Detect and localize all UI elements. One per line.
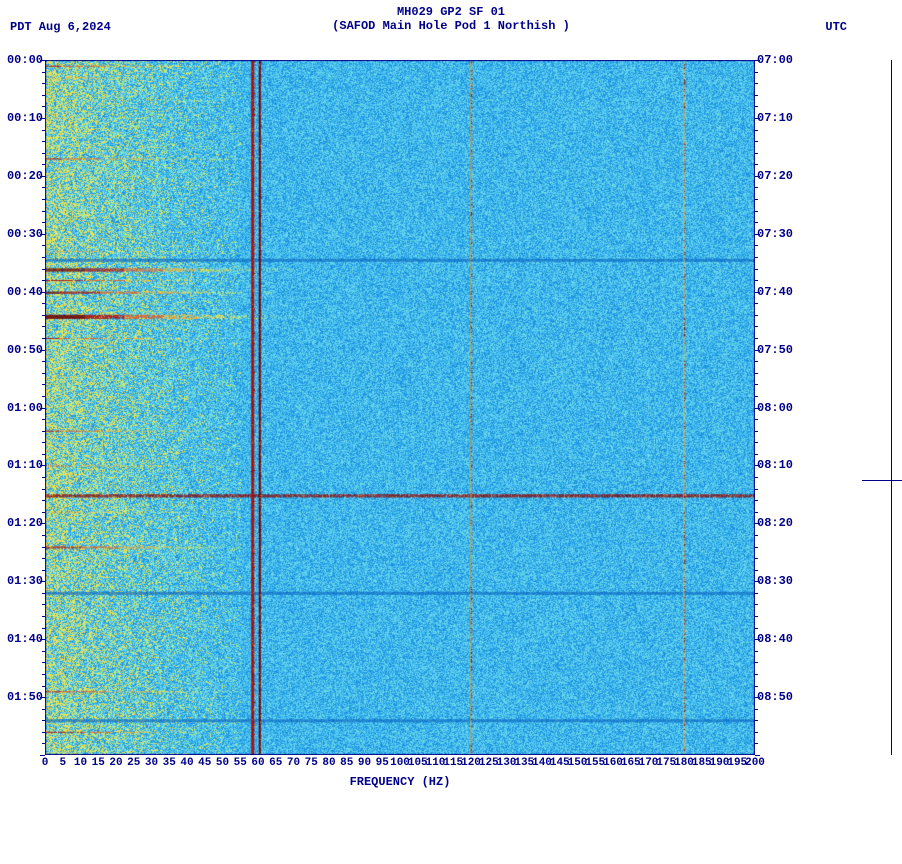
y-tick-right: 08:10 [757, 458, 793, 472]
x-tick: 40 [180, 757, 193, 769]
x-tick: 25 [127, 757, 140, 769]
x-tick: 200 [745, 757, 765, 769]
x-tick: 55 [234, 757, 247, 769]
x-tick: 5 [59, 757, 66, 769]
y-tick-left: 01:10 [7, 458, 43, 472]
x-tick: 95 [376, 757, 389, 769]
y-tick-right: 08:50 [757, 690, 793, 704]
spectrogram-plot [45, 60, 755, 755]
y-tick-left: 01:00 [7, 401, 43, 415]
y-tick-right: 08:00 [757, 401, 793, 415]
x-tick: 20 [109, 757, 122, 769]
y-axis-right: 07:0007:1007:2007:3007:4007:5008:0008:10… [755, 60, 815, 755]
x-tick: 85 [340, 757, 353, 769]
y-tick-left: 00:00 [7, 53, 43, 67]
x-tick: 70 [287, 757, 300, 769]
x-tick: 0 [42, 757, 49, 769]
y-tick-right: 07:20 [757, 169, 793, 183]
y-tick-left: 00:50 [7, 343, 43, 357]
x-axis: 0510152025303540455055606570758085909510… [45, 755, 755, 775]
y-tick-left: 00:10 [7, 111, 43, 125]
chart-title: MH029 GP2 SF 01 (SAFOD Main Hole Pod 1 N… [0, 5, 902, 33]
x-tick: 90 [358, 757, 371, 769]
x-tick: 30 [145, 757, 158, 769]
y-tick-right: 07:10 [757, 111, 793, 125]
x-tick: 65 [269, 757, 282, 769]
y-tick-left: 01:40 [7, 632, 43, 646]
x-tick: 50 [216, 757, 229, 769]
x-tick: 15 [92, 757, 105, 769]
y-tick-left: 01:20 [7, 516, 43, 530]
x-axis-label: FREQUENCY (HZ) [45, 775, 755, 789]
y-axis-left: 00:0000:1000:2000:3000:4000:5001:0001:10… [0, 60, 45, 755]
y-tick-right: 07:50 [757, 343, 793, 357]
spectrogram-canvas [45, 60, 755, 755]
y-tick-right: 08:20 [757, 516, 793, 530]
y-tick-left: 00:30 [7, 227, 43, 241]
x-tick: 60 [251, 757, 264, 769]
y-tick-right: 07:30 [757, 227, 793, 241]
x-tick: 35 [163, 757, 176, 769]
y-tick-left: 00:40 [7, 285, 43, 299]
y-tick-left: 00:20 [7, 169, 43, 183]
y-tick-left: 01:30 [7, 574, 43, 588]
y-tick-right: 08:30 [757, 574, 793, 588]
y-tick-right: 08:40 [757, 632, 793, 646]
tz-label: UTC [825, 20, 847, 34]
y-tick-right: 07:40 [757, 285, 793, 299]
date-label: PDT Aug 6,2024 [10, 20, 111, 34]
x-tick: 10 [74, 757, 87, 769]
x-tick: 45 [198, 757, 211, 769]
x-tick: 75 [305, 757, 318, 769]
x-tick: 80 [322, 757, 335, 769]
title-line-2: (SAFOD Main Hole Pod 1 Northish ) [0, 19, 902, 33]
y-tick-right: 07:00 [757, 53, 793, 67]
title-line-1: MH029 GP2 SF 01 [0, 5, 902, 19]
y-tick-left: 01:50 [7, 690, 43, 704]
